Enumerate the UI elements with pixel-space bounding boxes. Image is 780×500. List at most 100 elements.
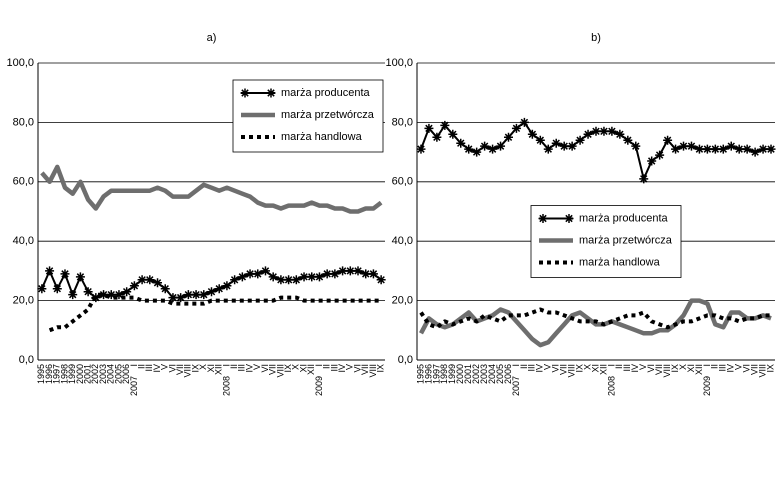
x-tick-label: X — [582, 364, 592, 370]
point-marker — [230, 275, 240, 285]
x-tick-label: VII — [559, 364, 569, 375]
point-marker — [575, 135, 585, 145]
x-tick-label: II — [710, 364, 720, 369]
x-tick-label: 2001 — [82, 364, 92, 384]
point-marker — [291, 275, 301, 285]
x-tick-label: XI — [686, 364, 696, 373]
x-tick-label: II — [229, 364, 239, 369]
x-tick-label: 1999 — [447, 364, 457, 384]
point-marker — [615, 129, 625, 139]
point-marker — [503, 132, 513, 142]
point-marker — [160, 284, 170, 294]
x-tick-label: II — [519, 364, 529, 369]
point-marker — [145, 275, 155, 285]
x-tick-label: 1995 — [415, 364, 425, 384]
x-tick-label: IX — [765, 364, 775, 373]
x-tick-label: 1995 — [36, 364, 46, 384]
point-marker — [416, 144, 426, 154]
x-tick-label: VIII — [368, 364, 378, 378]
point-marker — [639, 174, 649, 184]
point-marker — [631, 141, 641, 151]
point-marker — [307, 272, 317, 282]
x-tick-label: VII — [654, 364, 664, 375]
point-marker — [702, 144, 712, 154]
x-tick-label: VI — [167, 364, 177, 373]
x-tick-label: VIII — [275, 364, 285, 378]
legend: marża producenta marża przetwórcza marża h… — [232, 79, 384, 153]
x-tick-label: IX — [670, 364, 680, 373]
x-tick-label: V — [345, 364, 355, 370]
point-marker — [75, 272, 85, 282]
point-marker — [464, 144, 474, 154]
x-tick-label: XI — [298, 364, 308, 373]
point-marker — [114, 290, 124, 300]
point-marker — [647, 156, 657, 166]
x-tick-label: 2001 — [463, 364, 473, 384]
x-group-label: 2008 — [606, 376, 616, 396]
point-marker — [710, 144, 720, 154]
x-tick-label: IX — [376, 364, 386, 373]
x-tick-label: X — [678, 364, 688, 370]
point-marker — [284, 275, 294, 285]
point-marker — [260, 266, 270, 276]
x-tick-label: VII — [175, 364, 185, 375]
y-tick-label: 40,0 — [392, 235, 413, 247]
point-marker — [591, 126, 601, 136]
point-marker — [153, 278, 163, 288]
point-marker — [567, 141, 577, 151]
x-tick-label: 2003 — [479, 364, 489, 384]
x-tick-label: 1998 — [59, 364, 69, 384]
x-tick-label: III — [622, 364, 632, 372]
point-marker — [68, 290, 78, 300]
x-tick-label: 1997 — [52, 364, 62, 384]
point-marker — [440, 120, 450, 130]
y-tick-label: 100,0 — [385, 57, 413, 69]
point-marker — [45, 266, 55, 276]
x-tick-label: XII — [306, 364, 316, 375]
point-marker — [83, 287, 93, 297]
point-marker — [314, 272, 324, 282]
x-tick-label: 2002 — [90, 364, 100, 384]
point-marker — [686, 141, 696, 151]
legend-marker — [240, 88, 250, 98]
x-tick-label: V — [160, 364, 170, 370]
point-marker — [496, 141, 506, 151]
x-tick-label: XI — [206, 364, 216, 373]
x-tick-label: I — [221, 364, 231, 367]
x-group-label: 2009 — [702, 376, 712, 396]
x-tick-label: VI — [742, 364, 752, 373]
point-marker — [299, 272, 309, 282]
point-marker — [183, 290, 193, 300]
x-tick-label: VI — [551, 364, 561, 373]
chart-panel: b)0,020,040,060,080,0100,019951996199719… — [385, 32, 776, 396]
point-marker — [268, 272, 278, 282]
point-marker — [742, 144, 752, 154]
point-marker — [129, 281, 139, 291]
x-tick-label: IV — [630, 364, 640, 373]
point-marker — [655, 150, 665, 160]
x-tick-label: XI — [590, 364, 600, 373]
y-tick-label: 80,0 — [13, 116, 34, 128]
point-marker — [559, 141, 569, 151]
x-tick-label: II — [614, 364, 624, 369]
legend-label: marża producenta — [579, 212, 669, 224]
x-tick-label: VII — [268, 364, 278, 375]
x-tick-label: 1996 — [44, 364, 54, 384]
point-marker — [353, 266, 363, 276]
point-marker — [726, 141, 736, 151]
y-tick-label: 20,0 — [392, 295, 413, 307]
x-tick-label: VIII — [757, 364, 767, 378]
x-tick-label: 2006 — [121, 364, 131, 384]
legend-label: marża przetwórcza — [281, 109, 375, 121]
legend-label: marża producenta — [281, 87, 371, 99]
x-tick-label: 1998 — [439, 364, 449, 384]
x-tick-label: 2004 — [487, 364, 497, 384]
point-marker — [511, 123, 521, 133]
x-tick-label: II — [136, 364, 146, 369]
x-group-label: 2007 — [511, 376, 521, 396]
x-tick-label: I — [702, 364, 712, 367]
x-tick-label: XII — [598, 364, 608, 375]
series-line — [419, 307, 771, 330]
point-marker — [599, 126, 609, 136]
x-tick-label: IV — [152, 364, 162, 373]
